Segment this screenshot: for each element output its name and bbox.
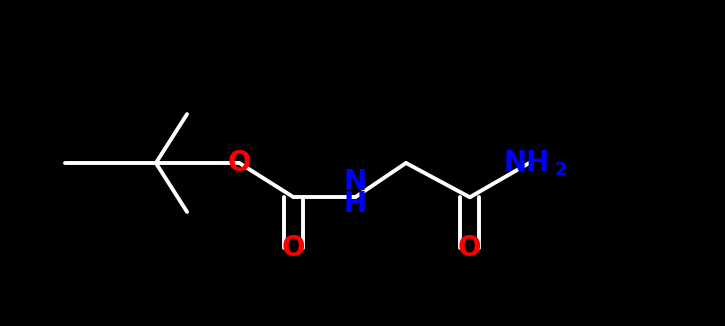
Text: O: O [458, 234, 481, 262]
Text: NH: NH [504, 149, 550, 177]
Text: N: N [344, 168, 367, 196]
Text: 2: 2 [554, 161, 567, 179]
Text: O: O [228, 149, 251, 177]
Text: O: O [282, 234, 305, 262]
Text: H: H [344, 190, 367, 218]
